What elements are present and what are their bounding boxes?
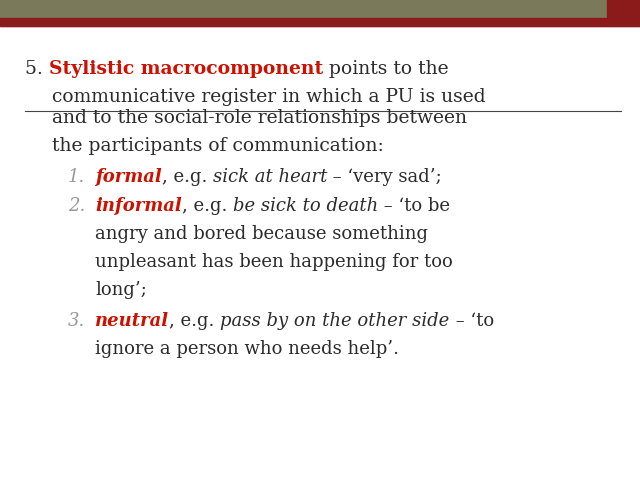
Text: 2.: 2.	[68, 197, 85, 215]
Text: – ‘very sad’;: – ‘very sad’;	[327, 168, 442, 186]
Text: and to the social-role relationships between: and to the social-role relationships bet…	[52, 109, 467, 127]
Text: unpleasant has been happening for too: unpleasant has been happening for too	[95, 253, 452, 271]
Text: the participants of communication:: the participants of communication:	[52, 137, 384, 155]
Bar	[0, 0, 640, 26]
Text: ignore a person who needs help’.: ignore a person who needs help’.	[95, 340, 399, 358]
Text: communicative register in which a PU is used: communicative register in which a PU is …	[52, 88, 486, 106]
Bar	[607, 0, 640, 26]
Bar	[0, 18, 607, 26]
Text: Stylistic macrocomponent: Stylistic macrocomponent	[49, 60, 323, 78]
Text: , e.g.: , e.g.	[169, 312, 220, 330]
Text: , e.g.: , e.g.	[182, 197, 233, 215]
Text: angry and bored because something: angry and bored because something	[95, 225, 428, 243]
Text: 5.: 5.	[25, 60, 49, 78]
Text: informal: informal	[95, 197, 182, 215]
Text: 3.: 3.	[68, 312, 85, 330]
Text: pass by on the other side: pass by on the other side	[220, 312, 449, 330]
Text: neutral: neutral	[95, 312, 169, 330]
Text: be sick to death: be sick to death	[233, 197, 378, 215]
Text: 1.: 1.	[68, 168, 85, 186]
Text: , e.g.: , e.g.	[162, 168, 213, 186]
Text: – ‘to: – ‘to	[449, 312, 493, 330]
Text: sick at heart: sick at heart	[213, 168, 327, 186]
Text: long’;: long’;	[95, 281, 147, 299]
Text: formal: formal	[95, 168, 162, 186]
Text: points to the: points to the	[323, 60, 449, 78]
Text: – ‘to be: – ‘to be	[378, 197, 450, 215]
